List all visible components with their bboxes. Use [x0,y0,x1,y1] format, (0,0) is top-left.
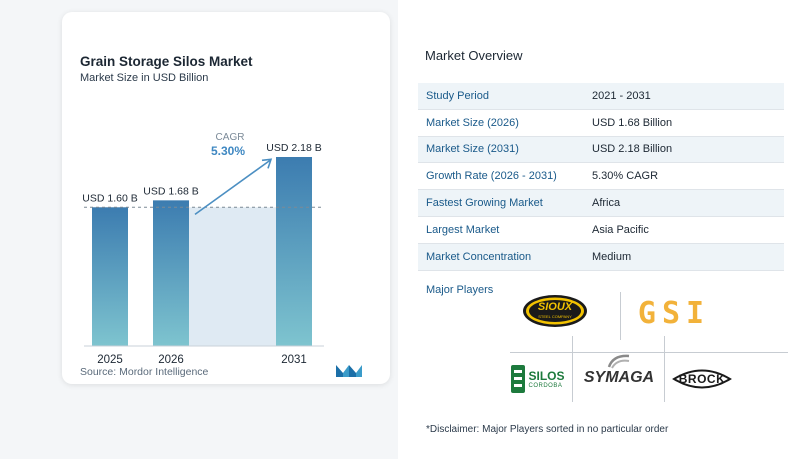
cagr-arrow [194,159,271,215]
overview-row-label: Fastest Growing Market [426,197,543,210]
growth-shade [189,207,276,346]
data-label: USD 2.18 B [266,142,321,154]
silos-icon [511,365,526,393]
chart-panel: Grain Storage Silos Market Market Size i… [62,12,390,384]
divider [664,336,665,402]
overview-row-label: Market Size (2031) [426,143,519,156]
bar-2031 [276,157,312,346]
tick-label: 2031 [281,354,307,366]
divider [510,352,788,353]
overview-row: Market Size (2031) USD 2.18 Billion [418,136,784,164]
overview-row: Growth Rate (2026 - 2031) 5.30% CAGR [418,163,784,191]
brock-logo: BROCK [670,366,734,392]
chart-subtitle: Market Size in USD Billion [80,72,209,84]
divider [620,292,621,340]
gsi-logo: GSI [634,295,714,331]
overview-row: Market Size (2026) USD 1.68 Billion [418,110,784,137]
tick-label: 2025 [97,354,123,366]
overview-row-label: Market Concentration [426,250,532,263]
overview-row-label: Market Size (2026) [426,116,519,129]
symaga-logo: SYMAGA [574,338,664,402]
sioux-logo-subtext: STEEL COMPANY [538,314,572,319]
bar-2025 [92,207,128,346]
overview-row-value: Medium [592,250,632,263]
symaga-logo-text: SYMAGA [583,369,655,386]
overview-row-value: USD 1.68 Billion [592,116,673,129]
sioux-logo: SIOUX STEEL COMPANY [522,294,588,328]
overview-row: Fastest Growing Market Africa [418,190,784,217]
overview-row: Largest Market Asia Pacific [418,217,784,244]
bar-2026 [153,200,189,346]
cagr-label: CAGR [216,132,245,143]
silos-cordoba-logo: SILOS CORDOBA [508,364,568,394]
overview-row: Market Concentration Medium [418,243,784,271]
overview-row-label: Largest Market [426,223,500,236]
overview-row-label: Study Period [426,89,489,102]
data-label: USD 1.68 B [143,185,198,197]
gsi-logo-text: GSI [637,295,711,331]
overview-title: Market Overview [425,48,523,63]
overview-table: Study Period 2021 - 2031 Market Size (2026… [418,83,784,271]
cagr-value: 5.30% [211,144,245,158]
bar-chart: USD 1.60 B 2025 USD 1.68 B 2026 USD 2.18 B 20… [82,132,324,366]
overview-row: Study Period 2021 - 2031 [418,83,784,110]
sioux-logo-text: SIOUX [537,301,573,313]
silos-logo-text: SILOS [528,368,565,383]
overview-row-label: Growth Rate (2026 - 2031) [426,170,557,183]
overview-row-value: Africa [592,197,621,210]
source-note: Source: Mordor Intelligence [80,366,209,378]
data-label: USD 1.60 B [82,192,137,204]
overview-row-value: 5.30% CAGR [592,170,659,183]
tick-label: 2026 [158,354,184,366]
chart-title: Grain Storage Silos Market [80,54,253,69]
overview-row-value: USD 2.18 Billion [592,143,673,156]
mordor-logo-icon [336,365,362,377]
brock-logo-text: BROCK [678,372,726,386]
divider [572,336,573,402]
overview-row-value: 2021 - 2031 [592,89,651,102]
overview-panel: Market Overview Study Period 2021 - 2031 M… [398,0,800,459]
major-players-title: Major Players [426,284,494,296]
cagr-arrow-head [261,158,273,169]
overview-row-value: Asia Pacific [592,223,649,236]
disclaimer: *Disclaimer: Major Players sorted in no … [426,424,669,435]
silos-logo-subtext: CORDOBA [528,382,563,389]
symaga-swirl-icon [607,354,630,369]
